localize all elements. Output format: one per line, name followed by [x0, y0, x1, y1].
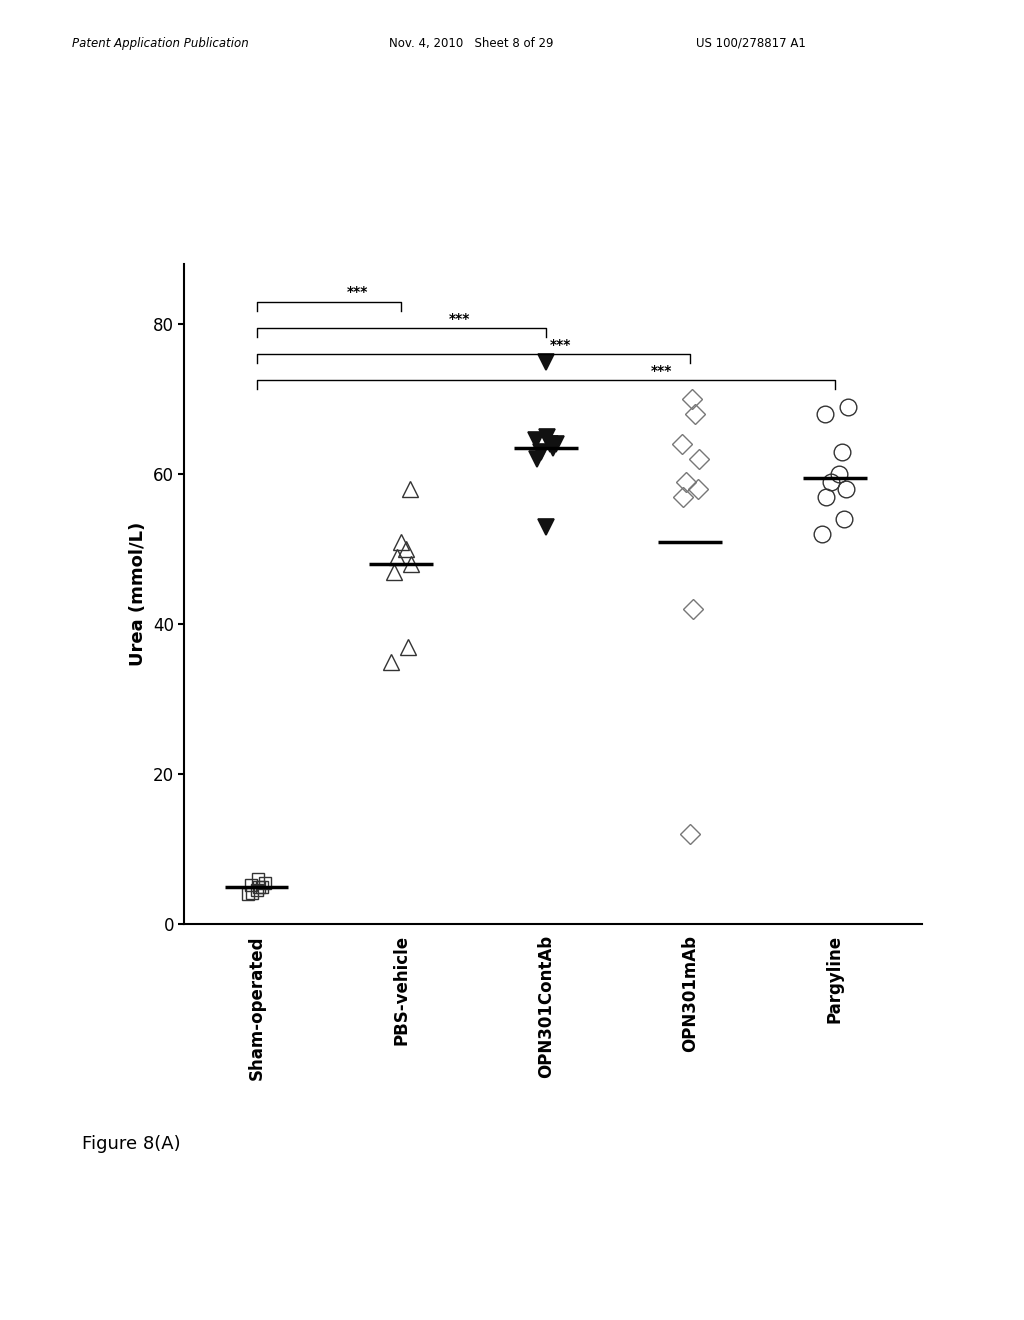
Text: Patent Application Publication: Patent Application Publication: [72, 37, 249, 50]
Text: ***: ***: [550, 338, 570, 351]
Text: Nov. 4, 2010   Sheet 8 of 29: Nov. 4, 2010 Sheet 8 of 29: [389, 37, 554, 50]
Text: ***: ***: [449, 312, 470, 326]
Y-axis label: Urea (mmol/L): Urea (mmol/L): [129, 521, 147, 667]
Text: ***: ***: [347, 285, 369, 300]
Text: Figure 8(A): Figure 8(A): [82, 1135, 180, 1154]
Text: ***: ***: [650, 364, 672, 378]
Text: US 100/278817 A1: US 100/278817 A1: [696, 37, 806, 50]
